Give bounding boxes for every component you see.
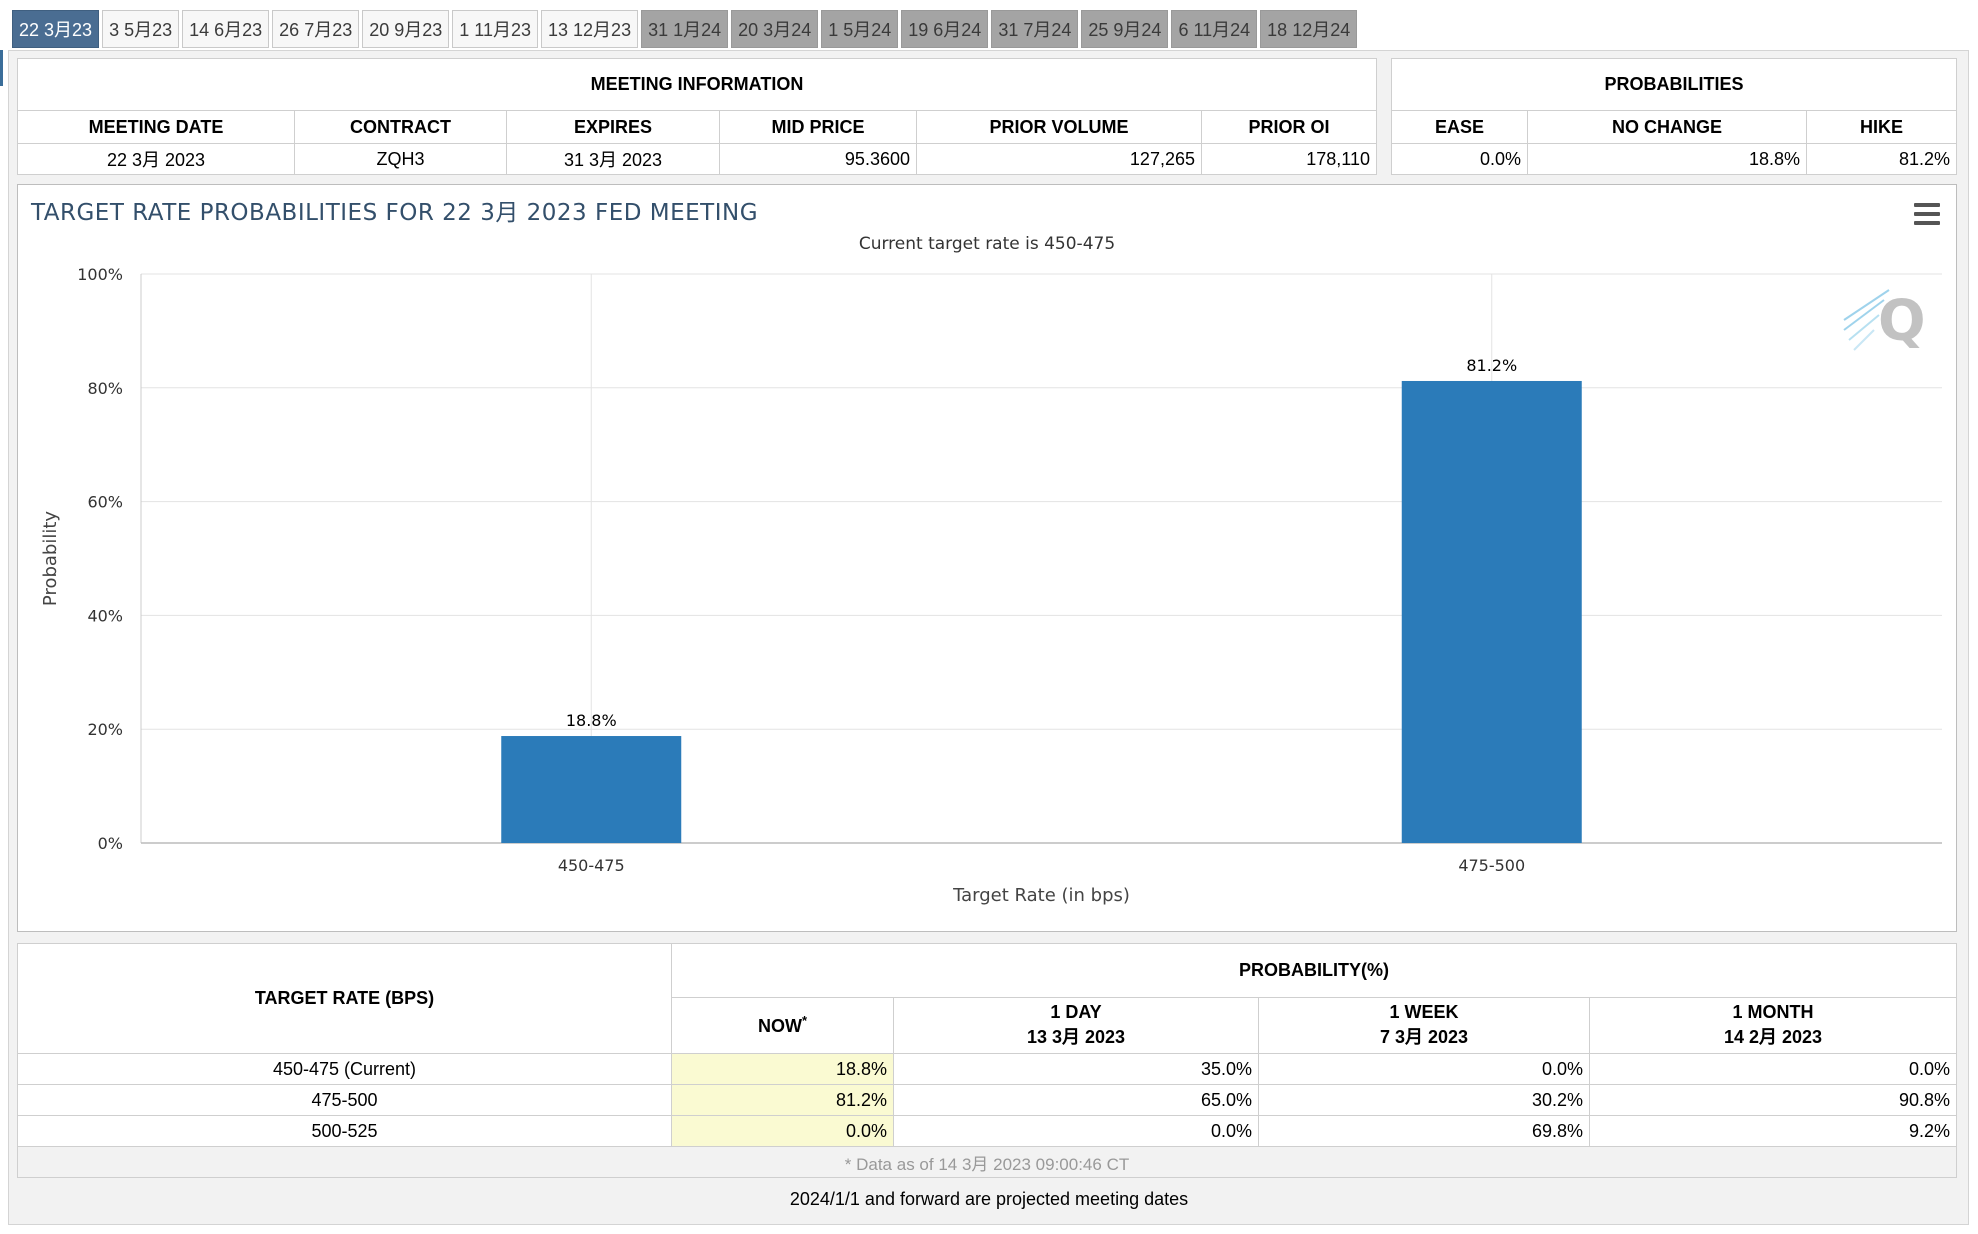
tab-meeting-2[interactable]: 3 5月23 (102, 10, 180, 48)
tab-meeting-8[interactable]: 31 1月24 (641, 10, 729, 48)
contract-value: ZQH3 (294, 143, 507, 175)
target-rate-header: TARGET RATE (BPS) (17, 943, 672, 1054)
tab-meeting-13[interactable]: 25 9月24 (1081, 10, 1169, 48)
day-cell: 65.0% (893, 1084, 1259, 1116)
now-cell: 81.2% (671, 1084, 894, 1116)
month-cell: 9.2% (1589, 1115, 1957, 1147)
data-label: 18.8% (566, 711, 617, 730)
month-cell: 0.0% (1589, 1053, 1957, 1085)
y-tick-label: 40% (87, 606, 123, 625)
month-cell: 90.8% (1589, 1084, 1957, 1116)
1-month-label: 1 MONTH (1732, 1001, 1814, 1022)
now-label: NOW (757, 1016, 802, 1037)
col-now: NOW* (671, 996, 894, 1055)
tab-meeting-11[interactable]: 19 6月24 (901, 10, 989, 48)
rate-cell: 450-475 (Current) (17, 1053, 672, 1085)
x-tick-label: 450-475 (558, 856, 625, 875)
y-tick-label: 60% (87, 493, 123, 512)
col-no-change: NO CHANGE (1527, 110, 1807, 144)
chart-plot-area: 0% 20% 40% 60% 80% 100% 18.8% 450-475 81.2% 475-5… (40, 265, 1942, 906)
tab-meeting-9[interactable]: 20 3月24 (731, 10, 819, 48)
tab-meeting-15[interactable]: 18 12月24 (1260, 10, 1358, 48)
data-label: 81.2% (1466, 356, 1517, 375)
tab-meeting-5[interactable]: 20 9月23 (362, 10, 450, 48)
col-ease: EASE (1391, 110, 1528, 144)
tab-meeting-7[interactable]: 13 12月23 (541, 10, 639, 48)
week-cell: 30.2% (1258, 1084, 1590, 1116)
probabilities-title: PROBABILITIES (1391, 58, 1957, 111)
col-1-week: 1 WEEK 7 3月 2023 (1258, 996, 1590, 1055)
col-prior-oi: PRIOR OI (1201, 110, 1377, 144)
tab-meeting-3[interactable]: 14 6月23 (182, 10, 270, 48)
1-month-date: 14 2月 2023 (1723, 1026, 1823, 1047)
tab-meeting-14[interactable]: 6 11月24 (1171, 10, 1258, 48)
meeting-info-table: MEETING INFORMATION MEETING DATE CONTRAC… (17, 58, 1377, 175)
col-mid-price: MID PRICE (719, 110, 917, 144)
side-accent (0, 50, 3, 86)
probabilities-table: PROBABILITIES EASE NO CHANGE HIKE 0.0% 1… (1391, 58, 1957, 175)
hike-value: 81.2% (1806, 143, 1957, 175)
col-1-day: 1 DAY 13 3月 2023 (893, 996, 1259, 1055)
data-as-of-note: * Data as of 14 3月 2023 09:00:46 CT (17, 1146, 1957, 1178)
y-axis-title: Probability (40, 511, 61, 606)
meeting-date-value: 22 3月 2023 (17, 143, 295, 175)
bar-450-475 (501, 736, 682, 843)
y-tick-label: 20% (87, 720, 123, 739)
y-tick-label: 0% (98, 834, 123, 853)
tab-meeting-6[interactable]: 1 11月23 (452, 10, 539, 48)
rate-probability-table: TARGET RATE (BPS) PROBABILITY(%) NOW* 1 … (17, 943, 1957, 1178)
col-meeting-date: MEETING DATE (17, 110, 295, 144)
prior-oi-value: 178,110 (1201, 143, 1377, 175)
1-week-label: 1 WEEK (1389, 1001, 1459, 1022)
y-tick-label: 80% (87, 379, 123, 398)
x-axis-title: Target Rate (in bps) (952, 885, 1130, 906)
projected-dates-note: 2024/1/1 and forward are projected meeti… (789, 1189, 1189, 1209)
col-contract: CONTRACT (294, 110, 507, 144)
rate-cell: 475-500 (17, 1084, 672, 1116)
tab-meeting-1[interactable]: 22 3月23 (12, 10, 100, 48)
chart-subtitle: Current target rate is 450-475 (858, 234, 1116, 254)
bar-475-500 (1401, 380, 1582, 843)
chart-title: TARGET RATE PROBABILITIES FOR 22 3月 2023… (31, 200, 759, 226)
col-hike: HIKE (1806, 110, 1957, 144)
day-cell: 0.0% (893, 1115, 1259, 1147)
ease-value: 0.0% (1391, 143, 1528, 175)
mid-price-value: 95.3600 (719, 143, 917, 175)
table-row: 450-475 (Current) 18.8% 35.0% 0.0% 0.0% (17, 1053, 1957, 1085)
tab-meeting-4[interactable]: 26 7月23 (272, 10, 360, 48)
meeting-tabs: 22 3月23 3 5月23 14 6月23 26 7月23 20 9月23 1… (12, 10, 1358, 48)
now-marker: * (801, 1013, 808, 1029)
col-expires: EXPIRES (506, 110, 720, 144)
svg-text:Q: Q (1878, 289, 1926, 354)
y-tick-label: 100% (77, 265, 123, 284)
week-cell: 0.0% (1258, 1053, 1590, 1085)
col-1-month: 1 MONTH 14 2月 2023 (1589, 996, 1957, 1055)
table-row: 475-500 81.2% 65.0% 30.2% 90.8% (17, 1084, 1957, 1116)
table-row: 500-525 0.0% 0.0% 69.8% 9.2% (17, 1115, 1957, 1147)
hamburger-menu-icon[interactable] (1914, 203, 1940, 225)
day-cell: 35.0% (893, 1053, 1259, 1085)
week-cell: 69.8% (1258, 1115, 1590, 1147)
meeting-info-title: MEETING INFORMATION (17, 58, 1377, 111)
1-week-date: 7 3月 2023 (1379, 1026, 1469, 1047)
now-cell: 0.0% (671, 1115, 894, 1147)
1-day-date: 13 3月 2023 (1026, 1026, 1126, 1047)
probability-chart: TARGET RATE PROBABILITIES FOR 22 3月 2023… (17, 184, 1957, 932)
q-logo-icon: Q (1843, 289, 1926, 354)
tab-meeting-12[interactable]: 31 7月24 (991, 10, 1079, 48)
probability-header: PROBABILITY(%) (671, 943, 1957, 998)
prior-volume-value: 127,265 (916, 143, 1202, 175)
col-prior-volume: PRIOR VOLUME (916, 110, 1202, 144)
no-change-value: 18.8% (1527, 143, 1807, 175)
expires-value: 31 3月 2023 (506, 143, 720, 175)
now-cell: 18.8% (671, 1053, 894, 1085)
x-tick-label: 475-500 (1458, 856, 1525, 875)
rate-cell: 500-525 (17, 1115, 672, 1147)
tab-meeting-10[interactable]: 1 5月24 (821, 10, 899, 48)
1-day-label: 1 DAY (1050, 1001, 1102, 1022)
